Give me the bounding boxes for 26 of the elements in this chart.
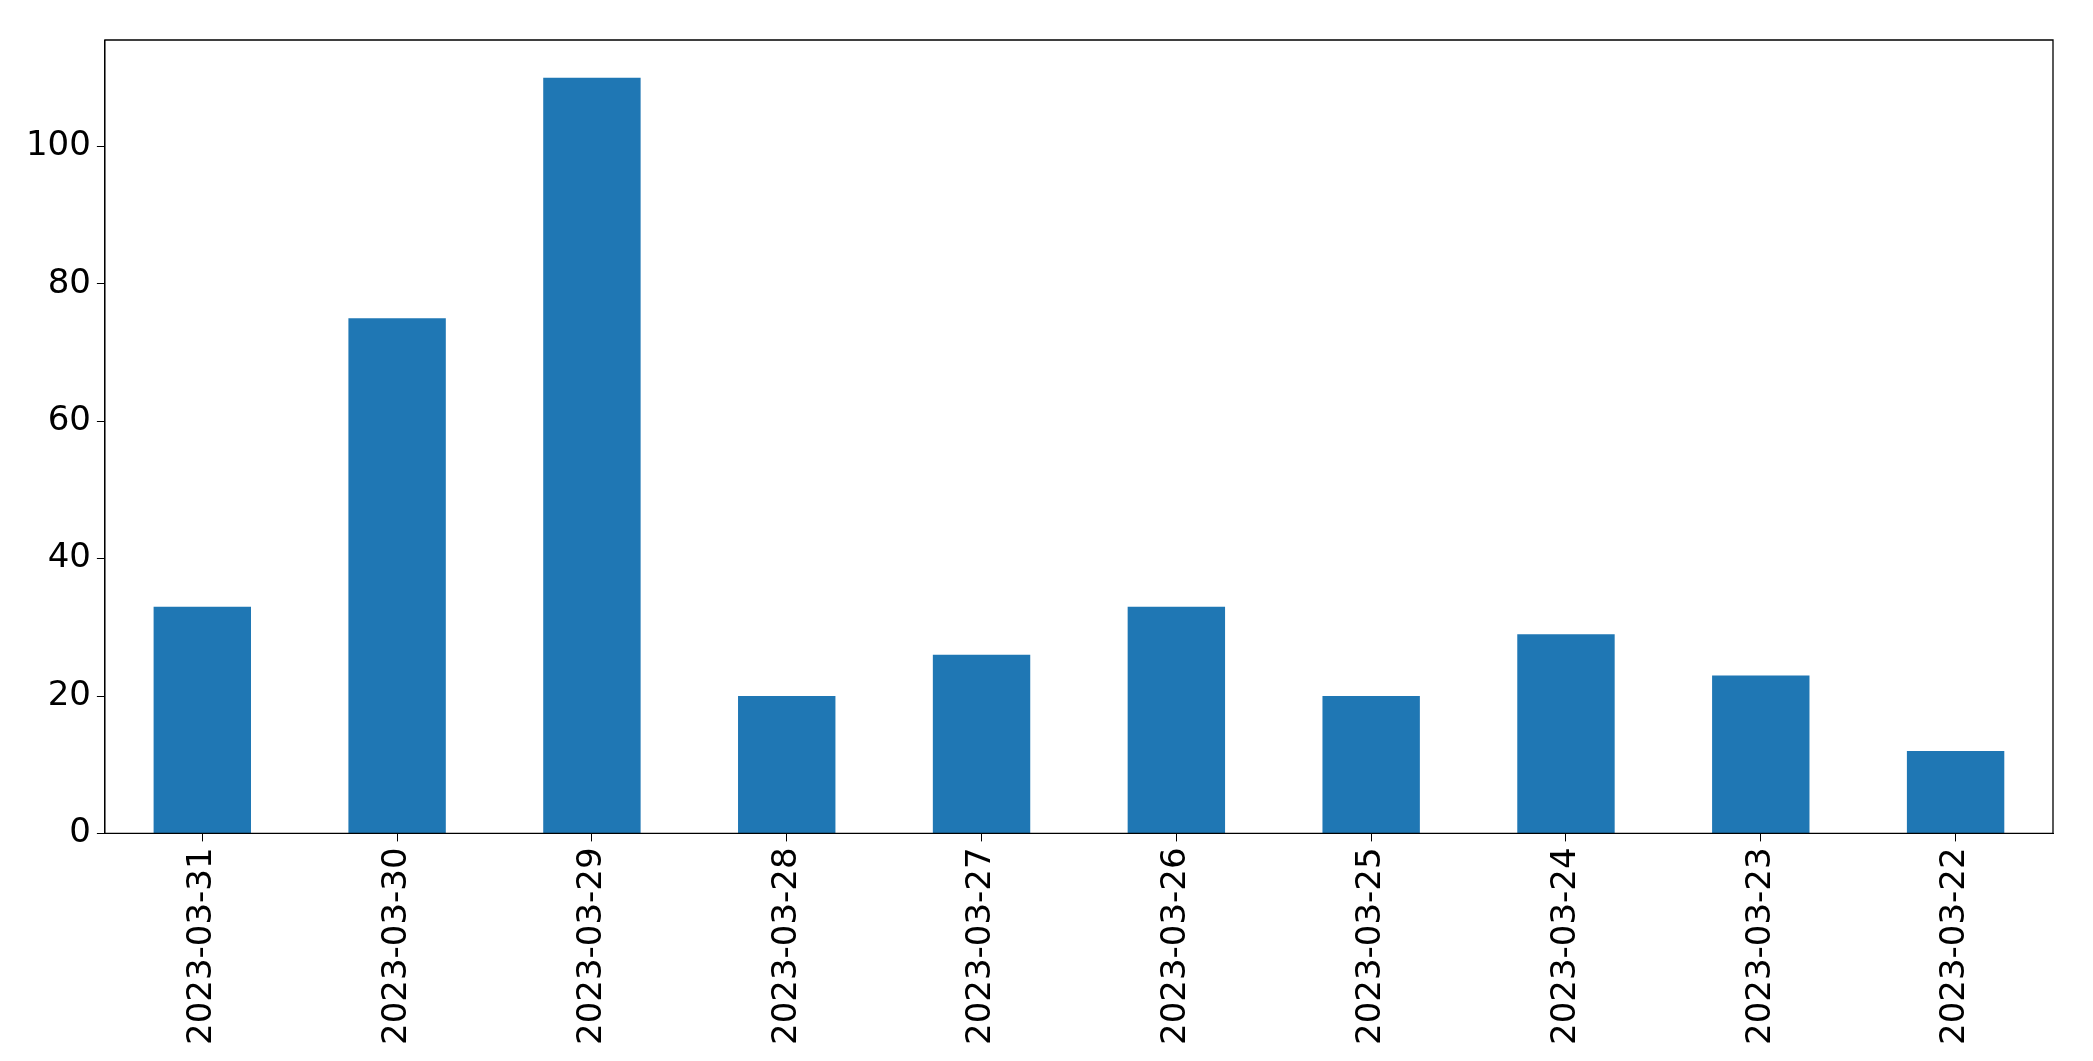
x-tick-label: 2023-03-27 [958, 847, 999, 1045]
bar [932, 654, 1031, 833]
bar [543, 77, 641, 833]
x-tick-label: 2023-03-31 [179, 847, 220, 1045]
x-tick-label: 2023-03-24 [1542, 847, 1583, 1045]
y-tick-label: 40 [47, 535, 91, 576]
bar [1127, 606, 1226, 833]
bar [1906, 750, 2005, 833]
y-tick-label: 0 [69, 810, 91, 851]
x-tick-label: 2023-03-22 [1932, 847, 1973, 1045]
bar [153, 606, 251, 833]
x-tick-label: 2023-03-26 [1153, 847, 1194, 1045]
y-tick-label: 80 [47, 260, 91, 301]
x-tick-label: 2023-03-30 [373, 847, 414, 1045]
x-tick-label: 2023-03-23 [1737, 847, 1778, 1045]
x-tick-label: 2023-03-28 [763, 847, 804, 1045]
y-tick-label: 60 [47, 398, 91, 439]
y-tick-label: 100 [25, 123, 91, 164]
bar [1517, 634, 1615, 833]
x-tick-label: 2023-03-25 [1347, 847, 1388, 1045]
x-tick-label: 2023-03-29 [568, 847, 609, 1045]
bar [1322, 696, 1420, 833]
y-tick-label: 20 [47, 672, 91, 713]
bar [1712, 675, 1810, 833]
bar [738, 696, 836, 833]
bar [348, 318, 446, 833]
